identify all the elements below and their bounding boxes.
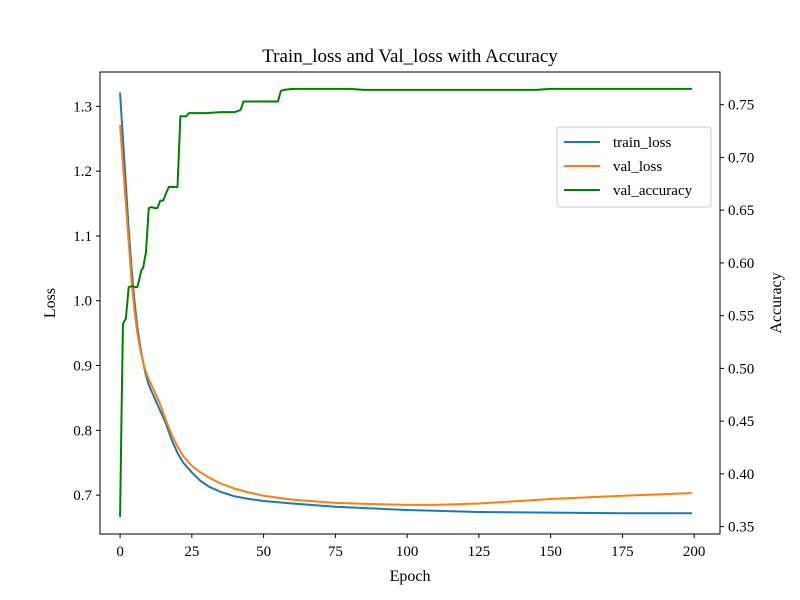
x-tick-label: 175 <box>611 544 634 560</box>
plot-frame <box>99 71 721 535</box>
y-axis-ticks: 0.7 0.8 0.9 1.0 1.1 1.2 1.3 <box>73 99 100 504</box>
legend: train_loss val_loss val_accuracy <box>556 126 712 208</box>
x-tick-label: 100 <box>396 544 419 560</box>
y2-tick-label: 0.45 <box>728 414 754 430</box>
y-tick-label: 1.3 <box>73 99 92 115</box>
y-tick-label: 1.2 <box>73 164 92 180</box>
x-tick-label: 25 <box>184 544 199 560</box>
chart-title: Train_loss and Val_loss with Accuracy <box>262 46 558 67</box>
x-axis-label: Epoch <box>390 568 431 585</box>
legend-label-val-loss: val_loss <box>613 159 662 175</box>
y-tick-label: 0.8 <box>73 423 92 439</box>
series-line-val-loss <box>119 124 693 506</box>
x-tick-label: 150 <box>539 544 562 560</box>
y2-tick-label: 0.70 <box>728 150 754 166</box>
y-tick-label: 0.9 <box>73 359 92 375</box>
series-line-val-accuracy <box>119 87 693 518</box>
plot-lines <box>119 87 693 518</box>
legend-label-train-loss: train_loss <box>613 135 671 151</box>
y2-tick-label: 0.40 <box>728 467 754 483</box>
y2-tick-label: 0.55 <box>728 309 754 325</box>
x-axis-ticks: 0 25 50 75 100 125 150 175 200 <box>116 534 705 560</box>
y2-tick-label: 0.50 <box>728 361 754 377</box>
x-tick-label: 0 <box>116 544 124 560</box>
y-tick-label: 1.1 <box>73 229 92 245</box>
y-axis-label: Loss <box>42 288 59 318</box>
y-tick-label: 1.0 <box>73 294 92 310</box>
x-tick-label: 50 <box>256 544 271 560</box>
y2-tick-label: 0.35 <box>728 520 754 536</box>
x-tick-label: 75 <box>328 544 343 560</box>
legend-label-val-accuracy: val_accuracy <box>613 183 693 199</box>
y2-axis-ticks: 0.35 0.40 0.45 0.50 0.55 0.60 0.65 0.70 0.75 <box>720 98 754 536</box>
y2-axis-label: Accuracy <box>768 272 785 333</box>
y2-tick-label: 0.60 <box>728 256 754 272</box>
y2-tick-label: 0.75 <box>728 98 754 114</box>
x-tick-label: 125 <box>468 544 491 560</box>
legend-box <box>556 126 712 208</box>
y2-tick-label: 0.65 <box>728 203 754 219</box>
x-tick-label: 200 <box>683 544 706 560</box>
y-tick-label: 0.7 <box>73 488 92 504</box>
